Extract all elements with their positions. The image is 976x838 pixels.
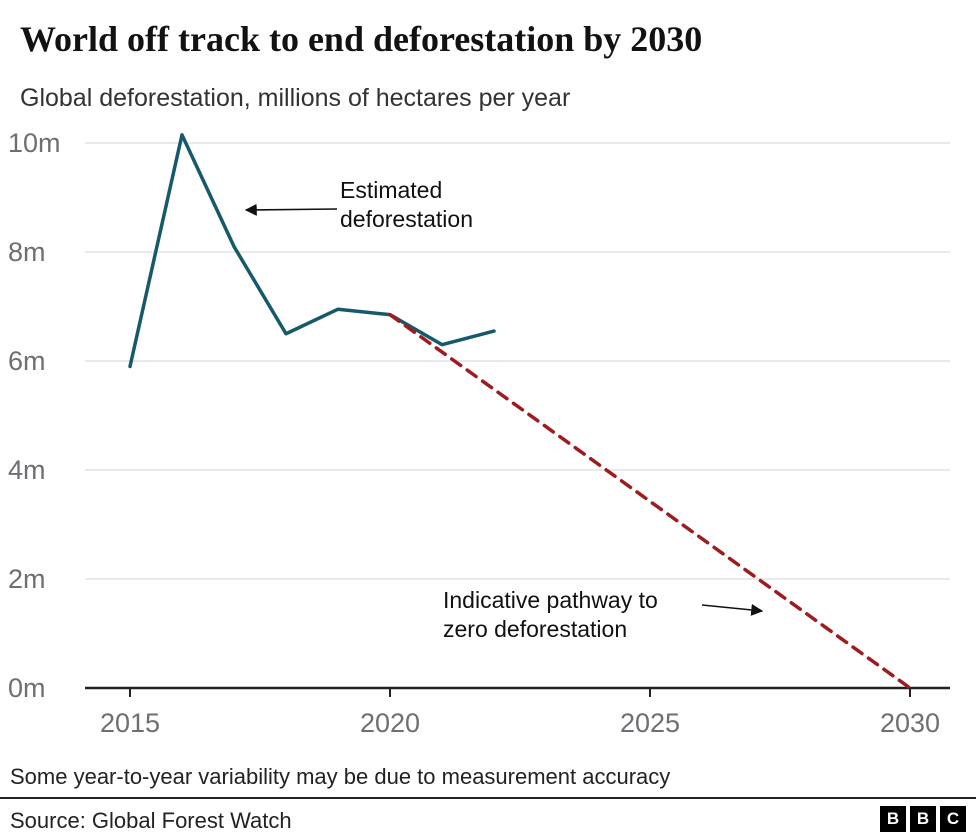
- source-text: Source: Global Forest Watch: [10, 808, 292, 833]
- estimated-series-line: [128, 133, 496, 369]
- source-row: Source: Global Forest Watch B B C: [0, 804, 976, 838]
- x-tick-label: 2020: [360, 708, 420, 738]
- bbc-logo-letter: B: [910, 806, 936, 832]
- footer-divider: [0, 797, 976, 799]
- x-tick-label: 2030: [880, 708, 940, 738]
- y-tick-label: 10m: [8, 128, 61, 158]
- estimated-annotation-arrow: [244, 203, 338, 216]
- page-title: World off track to end deforestation by …: [20, 19, 703, 59]
- page-subtitle: Global deforestation, millions of hectar…: [20, 84, 571, 112]
- y-tick-label: 6m: [8, 346, 46, 376]
- estimated-deforestation-annotation: Estimated deforestation: [340, 177, 473, 232]
- bbc-logo-letter: B: [880, 806, 906, 832]
- pathway-annotation-arrow: [701, 603, 764, 616]
- y-tick-label: 4m: [8, 455, 46, 485]
- footnote: Some year-to-year variability may be due…: [10, 764, 671, 789]
- pathway-annotation: Indicative pathway to zero deforestation: [443, 587, 658, 642]
- x-tick-label: 2015: [100, 708, 160, 738]
- y-tick-label: 8m: [8, 237, 46, 267]
- x-tick-label: 2025: [620, 708, 680, 738]
- bbc-logo: B B C: [880, 806, 966, 832]
- bbc-logo-letter: C: [940, 806, 966, 832]
- y-tick-label: 2m: [8, 564, 46, 594]
- y-tick-label: 0m: [8, 673, 46, 703]
